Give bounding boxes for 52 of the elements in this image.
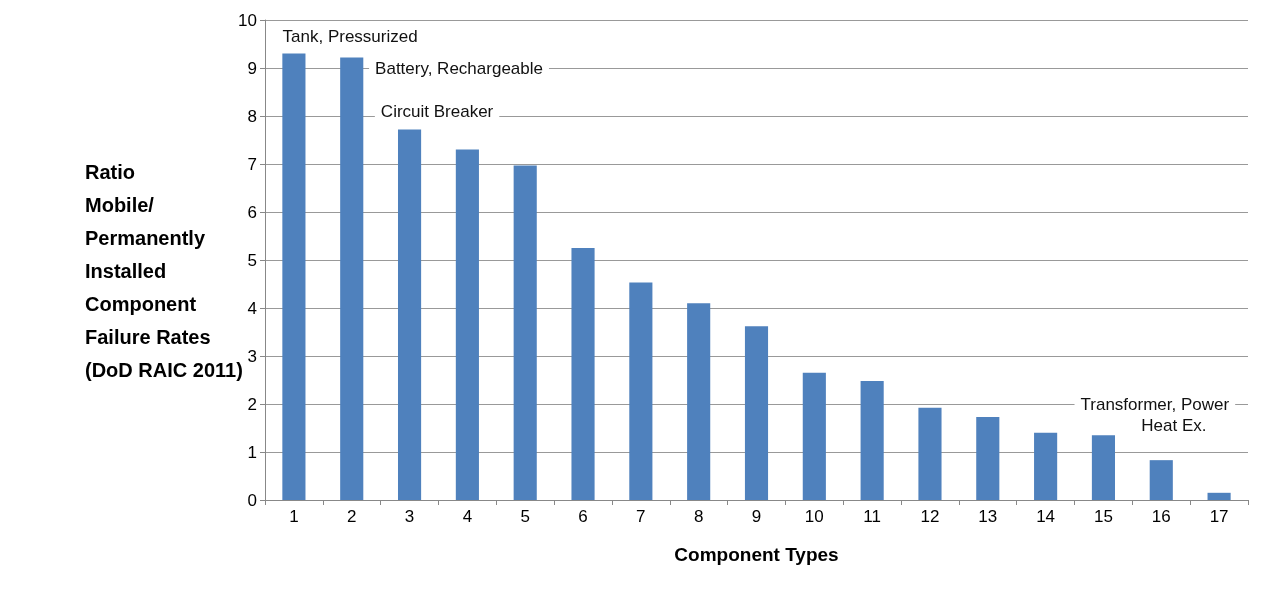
bar — [1034, 432, 1058, 500]
y-tick-label: 10 — [238, 10, 257, 30]
x-tick-label: 4 — [462, 507, 473, 526]
bar — [513, 165, 537, 500]
x-axis-title: Component Types — [674, 544, 839, 565]
y-tick-label: 3 — [247, 346, 257, 366]
bar — [1091, 435, 1116, 500]
x-tick-label: 2 — [347, 507, 357, 526]
bar — [687, 303, 711, 500]
bar — [1207, 492, 1231, 500]
bar — [918, 407, 942, 500]
annotation: Tank, Pressurized — [282, 27, 418, 47]
x-tick-label: 16 — [1151, 507, 1171, 526]
x-tick-label: 6 — [578, 507, 588, 526]
y-tick-label: 6 — [247, 202, 257, 222]
annotation: Battery, Rechargeable — [375, 58, 543, 78]
x-tick-label: 15 — [1093, 507, 1113, 526]
bar — [455, 149, 479, 500]
y-tick-label: 4 — [247, 298, 257, 318]
annotation: Transformer, Power — [1080, 394, 1230, 414]
annotation: Circuit Breaker — [380, 101, 494, 121]
bar — [629, 282, 653, 500]
bar — [282, 53, 306, 500]
x-tick-label: 1 — [289, 507, 299, 526]
bar — [744, 326, 769, 500]
bar — [340, 57, 364, 500]
y-tick-label: 7 — [247, 154, 257, 174]
x-tick-label: 14 — [1036, 507, 1056, 526]
x-tick-label: 5 — [520, 507, 530, 526]
y-tick-label: 2 — [247, 394, 257, 414]
annotation: Heat Ex. — [1141, 416, 1207, 436]
y-axis-title: Ratio Mobile/ Permanently Installed Component Failure Rates (DoD RAIC 2011) — [85, 160, 243, 381]
bar — [397, 129, 422, 500]
x-tick-label: 3 — [404, 507, 415, 526]
x-tick-label: 11 — [863, 507, 881, 526]
x-tick-label: 13 — [978, 507, 998, 526]
x-tick-label: 17 — [1209, 507, 1229, 526]
bar — [802, 372, 826, 500]
x-tick-label: 10 — [804, 507, 824, 526]
x-tick-label: 7 — [636, 507, 646, 526]
y-tick-label: 5 — [247, 250, 257, 270]
x-tick-label: 9 — [751, 507, 762, 526]
bar — [571, 248, 595, 500]
x-tick-label: 8 — [693, 507, 704, 526]
bar — [1149, 460, 1173, 500]
y-tick-label: 9 — [247, 58, 257, 78]
bar — [860, 380, 884, 500]
y-tick-label: 1 — [247, 442, 257, 462]
y-tick-label: 8 — [247, 106, 257, 126]
x-tick-label: 12 — [920, 507, 940, 526]
bar — [976, 416, 1000, 500]
y-tick-label: 0 — [247, 490, 257, 510]
